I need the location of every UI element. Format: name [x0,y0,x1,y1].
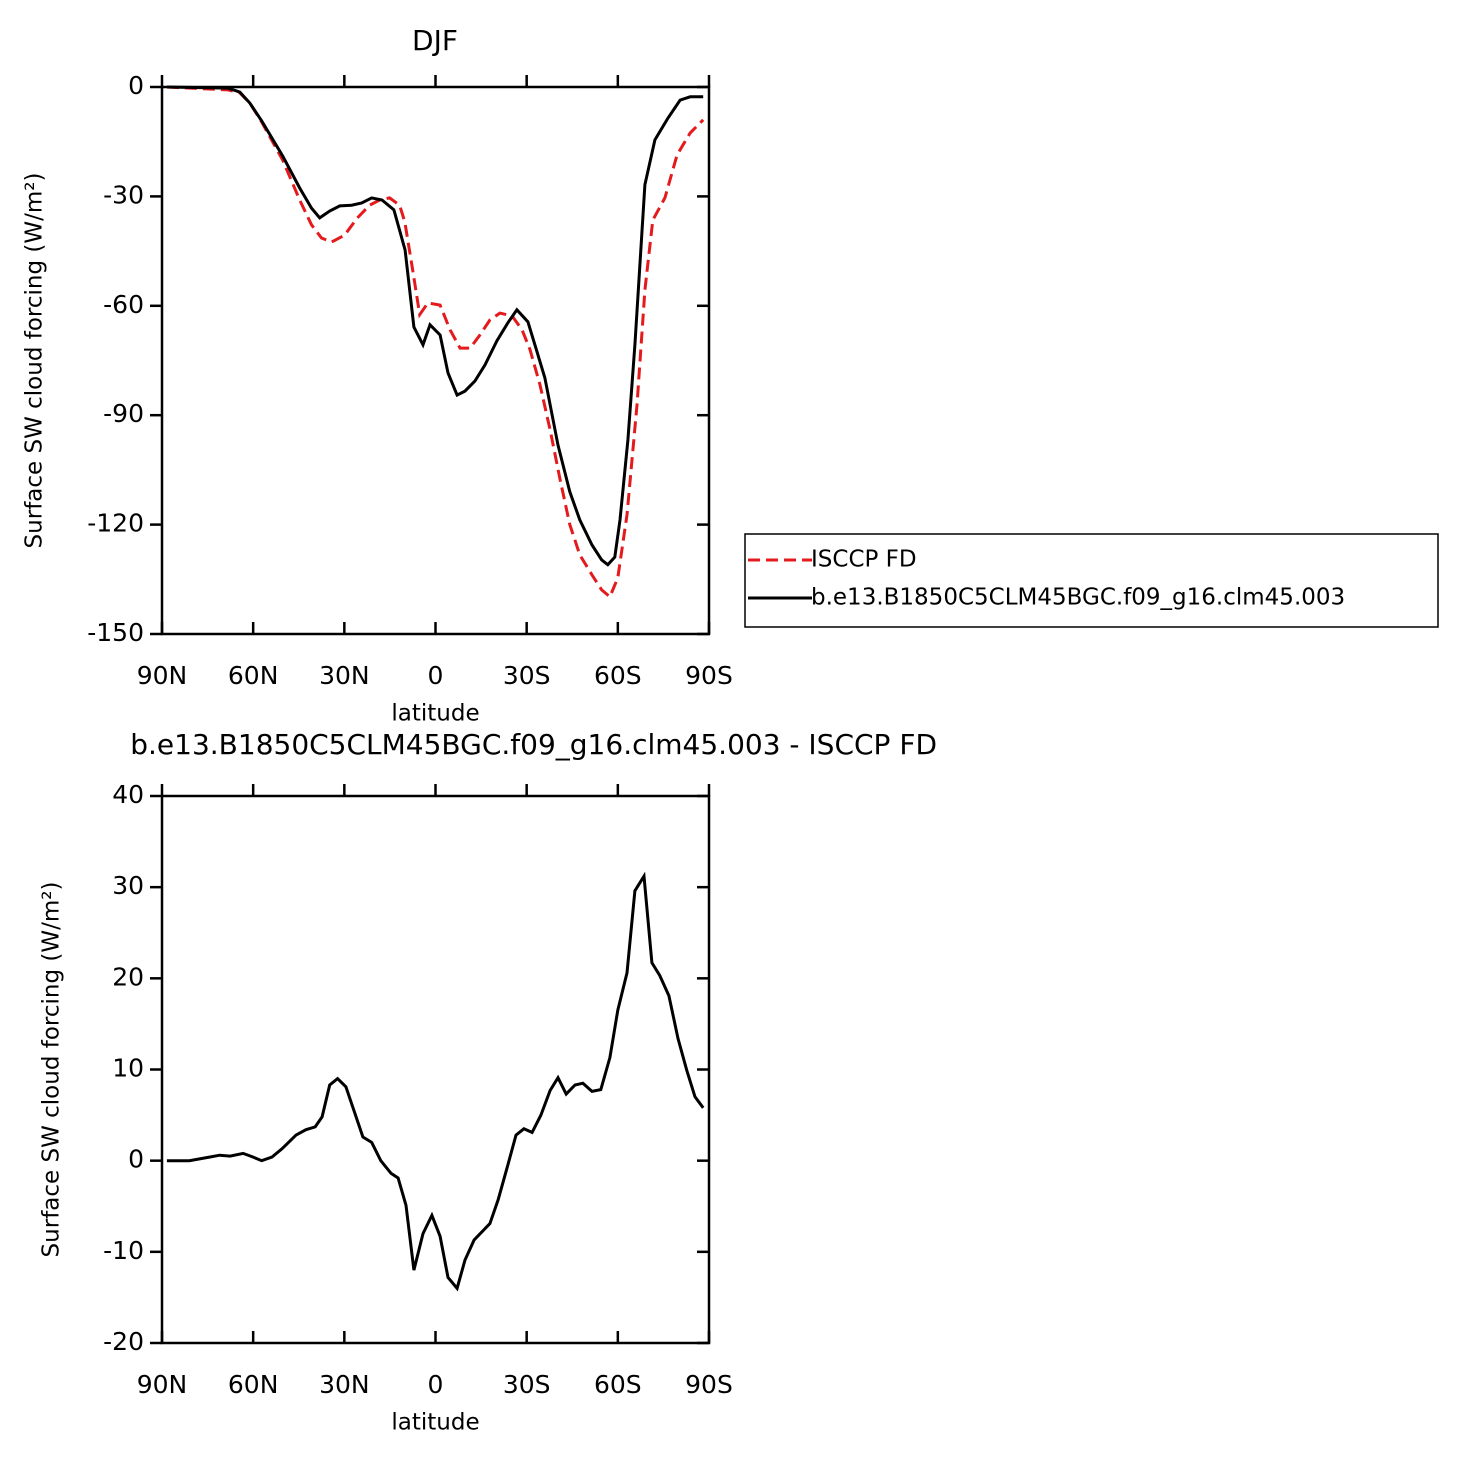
x-tick-label: 30N [319,661,370,690]
x-tick-label: 0 [428,1370,444,1399]
y-tick-label: -120 [87,509,144,538]
y-tick-label: 30 [112,871,144,900]
x-tick-label: 30N [319,1370,370,1399]
y-tick-label: -20 [103,1327,144,1356]
x-tick-label: 60N [228,1370,279,1399]
data-line [166,871,705,1292]
data-line [166,85,704,567]
y-tick-label: -10 [103,1236,144,1265]
x-tick-label: 90S [685,661,733,690]
x-tick-label: 60N [228,661,279,690]
plot-frame [160,85,711,636]
legend-box [744,533,1439,628]
legend-label: b.e13.B1850C5CLM45BGC.f09_g16.clm45.003 [811,585,1345,611]
chart-title: b.e13.B1850C5CLM45BGC.f09_g16.clm45.003 … [130,728,937,761]
y-tick-label: -150 [87,618,144,647]
y-tick-label: 20 [112,962,144,991]
y-tick-label: 40 [112,780,144,809]
chart-title: DJF [412,24,458,57]
y-tick-label: -60 [103,290,144,319]
y-tick-label: -90 [103,399,144,428]
x-tick-label: 90N [137,661,188,690]
y-tick-label: -30 [103,180,144,209]
data-line [166,85,705,600]
x-axis-label: latitude [391,701,479,727]
x-tick-label: 0 [428,661,444,690]
y-axis-label: Surface SW cloud forcing (W/m²) [22,173,48,549]
x-tick-label: 30S [503,661,551,690]
x-axis-label: latitude [391,1410,479,1436]
x-tick-label: 60S [594,661,642,690]
x-tick-label: 90S [685,1370,733,1399]
x-tick-label: 60S [594,1370,642,1399]
y-tick-label: 0 [128,71,144,100]
x-tick-label: 30S [503,1370,551,1399]
y-tick-label: 0 [128,1145,144,1174]
y-axis-label: Surface SW cloud forcing (W/m²) [39,882,65,1258]
plot-frame [160,794,711,1345]
x-tick-label: 90N [137,1370,188,1399]
y-tick-label: 10 [112,1054,144,1083]
legend-label: ISCCP FD [811,547,917,573]
